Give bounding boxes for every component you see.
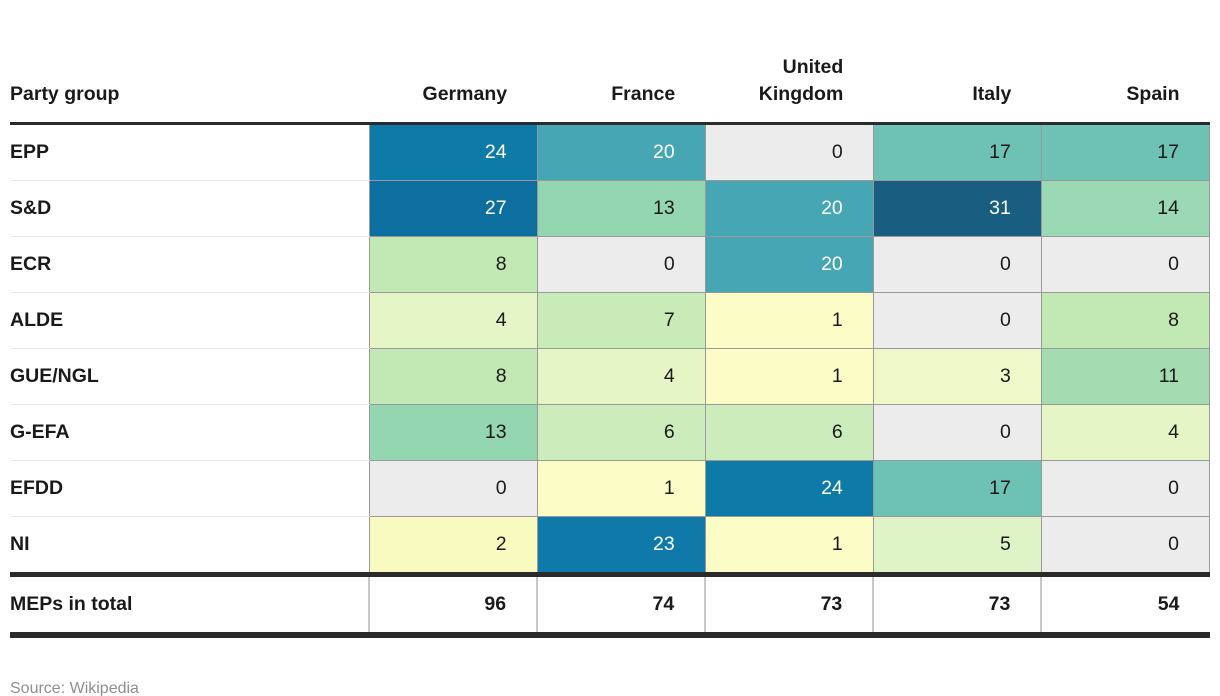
row-label-epp: EPP (10, 123, 369, 181)
heatmap-cell-alde-france: 7 (536, 291, 706, 349)
heatmap-cell-g-efa-france: 6 (536, 403, 706, 461)
heatmap-cell-epp-united-kingdom: 0 (704, 122, 874, 181)
heatmap-cell-g-efa-germany: 13 (368, 403, 538, 461)
heatmap-cell-gue-ngl-united-kingdom: 1 (704, 347, 874, 405)
total-cell-france: 74 (536, 574, 706, 635)
row-alde: ALDE 4 7 1 0 8 (10, 291, 1211, 349)
heatmap-cell-ecr-spain: 0 (1040, 235, 1211, 293)
corner-header-party-group: Party group (10, 82, 120, 105)
heatmap-cell-gue-ngl-italy: 3 (872, 347, 1042, 405)
heatmap-cell-alde-spain: 8 (1040, 291, 1211, 349)
heatmap-cell-ecr-germany: 8 (368, 235, 538, 293)
source-attribution: Source: Wikipedia (10, 679, 139, 696)
total-cell-united-kingdom: 73 (704, 574, 874, 635)
row-label-efdd: EFDD (10, 460, 369, 517)
column-header-germany: Germany (422, 82, 508, 105)
row-g-efa: G-EFA 13 6 6 0 4 (10, 403, 1211, 461)
heatmap-cell-efdd-germany: 0 (368, 459, 538, 517)
heatmap-cell-ni-italy: 5 (872, 515, 1042, 575)
heatmap-cell-efdd-france: 1 (536, 459, 706, 517)
heatmap-cell-epp-italy: 17 (872, 122, 1042, 181)
heatmap-cell-s-d-france: 13 (536, 179, 706, 237)
heatmap-cell-epp-france: 20 (536, 122, 706, 181)
heatmap-cell-ecr-united-kingdom: 20 (704, 235, 874, 293)
row-label-s-d: S&D (10, 180, 369, 237)
row-epp: EPP 24 20 0 17 17 (10, 122, 1211, 181)
heatmap-cell-alde-germany: 4 (368, 291, 538, 349)
heatmap-cell-s-d-united-kingdom: 20 (704, 179, 874, 237)
heatmap-cell-epp-germany: 24 (368, 122, 538, 181)
column-header-italy: Italy (972, 82, 1012, 105)
heatmap-cell-ni-france: 23 (536, 515, 706, 575)
heatmap-cell-ni-united-kingdom: 1 (704, 515, 874, 575)
row-gue-ngl: GUE/NGL 8 4 1 3 11 (10, 347, 1211, 405)
heatmap-cell-efdd-spain: 0 (1040, 459, 1211, 517)
total-cell-germany: 96 (367, 574, 538, 635)
heatmap-cell-alde-italy: 0 (872, 291, 1042, 349)
heatmap-cell-efdd-united-kingdom: 24 (704, 459, 874, 517)
heatmap-cell-s-d-spain: 14 (1040, 179, 1211, 237)
row-ni: NI 2 23 1 5 0 (10, 515, 1211, 575)
heatmap-cell-gue-ngl-france: 4 (536, 347, 706, 405)
heatmap-cell-g-efa-united-kingdom: 6 (704, 403, 874, 461)
heatmap-cell-gue-ngl-spain: 11 (1040, 347, 1211, 405)
heatmap-cell-s-d-italy: 31 (872, 179, 1042, 237)
heatmap-cell-ni-germany: 2 (368, 515, 538, 575)
row-ecr: ECR 8 0 20 0 0 (10, 235, 1211, 293)
row-label-alde: ALDE (10, 292, 369, 349)
heatmap-cell-g-efa-spain: 4 (1040, 403, 1211, 461)
total-row-label: MEPs in total (10, 592, 133, 615)
row-label-g-efa: G-EFA (10, 404, 369, 461)
heatmap-cell-gue-ngl-germany: 8 (368, 347, 538, 405)
heatmap-cell-s-d-germany: 27 (368, 179, 538, 237)
row-label-ni: NI (10, 516, 369, 575)
row-label-ecr: ECR (10, 236, 369, 293)
row-efdd: EFDD 0 1 24 17 0 (10, 459, 1211, 517)
heatmap-cell-ecr-france: 0 (536, 235, 706, 293)
row-label-gue-ngl: GUE/NGL (10, 348, 369, 405)
column-header-france: France (611, 82, 676, 105)
heatmap-cell-alde-united-kingdom: 1 (704, 291, 874, 349)
heatmap-cell-ni-spain: 0 (1040, 515, 1211, 575)
heatmap-cell-efdd-italy: 17 (872, 459, 1042, 517)
heatmap-cell-g-efa-italy: 0 (872, 403, 1042, 461)
row-s-d: S&D 27 13 20 31 14 (10, 179, 1211, 237)
party-heatmap-table: Party group Germany France United Kingdom I… (10, 54, 1211, 638)
total-cell-spain: 54 (1040, 574, 1210, 635)
column-header-united-kingdom: United Kingdom (758, 56, 844, 105)
total-cell-italy: 73 (872, 574, 1042, 635)
column-header-spain: Spain (1126, 82, 1180, 105)
table-body: EPP 24 20 0 17 17 S&D 27 13 20 31 14 ECR 8 0 20 0 0 ALDE 4 7… (10, 122, 1211, 575)
table-header-row: Party group Germany France United Kingdom I… (10, 54, 1210, 124)
heatmap-cell-epp-spain: 17 (1040, 122, 1211, 181)
heatmap-cell-ecr-italy: 0 (872, 235, 1042, 293)
total-row: MEPs in total 96 74 73 73 54 (10, 574, 1210, 635)
